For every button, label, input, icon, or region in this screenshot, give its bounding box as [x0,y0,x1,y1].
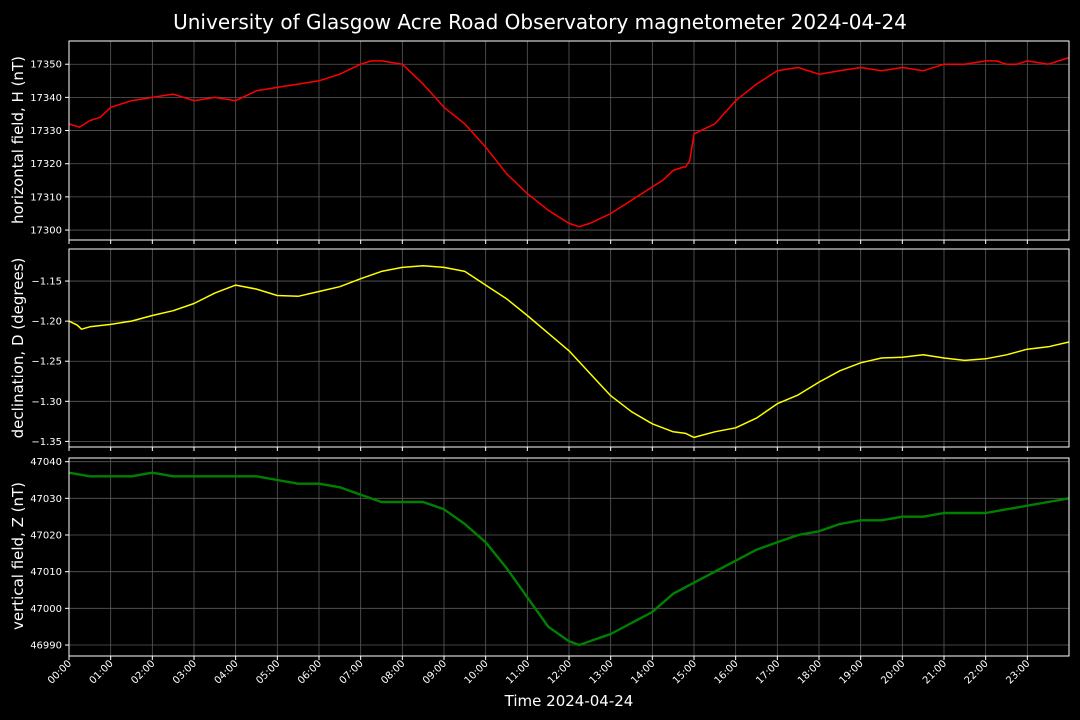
y-tick-label: 47020 [30,531,62,542]
y-tick-label: 47030 [30,494,62,505]
y-tick-label: −1.25 [31,357,62,368]
chart-title: University of Glasgow Acre Road Observat… [173,10,907,34]
panel-declination: −1.15 −1.20 −1.25 −1.30 −1.35 [31,248,1070,451]
y-tick-label: −1.15 [31,277,62,288]
y-tick-label: −1.30 [31,397,62,408]
x-axis-label: Time 2024-04-24 [504,692,634,710]
y-tick-label: 47040 [30,457,62,468]
y-tick-label: 47000 [30,604,62,615]
y-tick-label: −1.35 [31,437,62,448]
y-tick-label: 17310 [30,192,62,203]
y-tick-label: 17320 [30,159,62,170]
horizontal-field-series-line [68,56,1070,228]
y-tick-label: 17330 [30,126,62,137]
y-tick-label: 47010 [30,567,62,578]
y-tick-label: 46990 [30,641,62,652]
panel-horizontal-field: 17300 17310 17320 17330 17340 17350 [30,40,1070,244]
ylabel-horizontal-field: horizontal field, H (nT) [9,56,27,224]
y-tick-label: −1.20 [31,317,62,328]
panel-frame [68,40,1070,241]
y-tick-label: 17300 [30,226,62,237]
panel-frame [68,457,1070,657]
ylabel-vertical-field: vertical field, Z (nT) [9,482,27,630]
y-tick-label: 17340 [30,93,62,104]
panel-frame [68,248,1070,448]
declination-series-line [68,265,1070,439]
vertical-field-series-line [68,471,1070,647]
y-tick-label: 17350 [30,60,62,71]
panel-vertical-field: 46990 47000 47010 47020 47030 47040 [30,457,1070,660]
ylabel-declination: declination, D (degrees) [9,258,27,439]
